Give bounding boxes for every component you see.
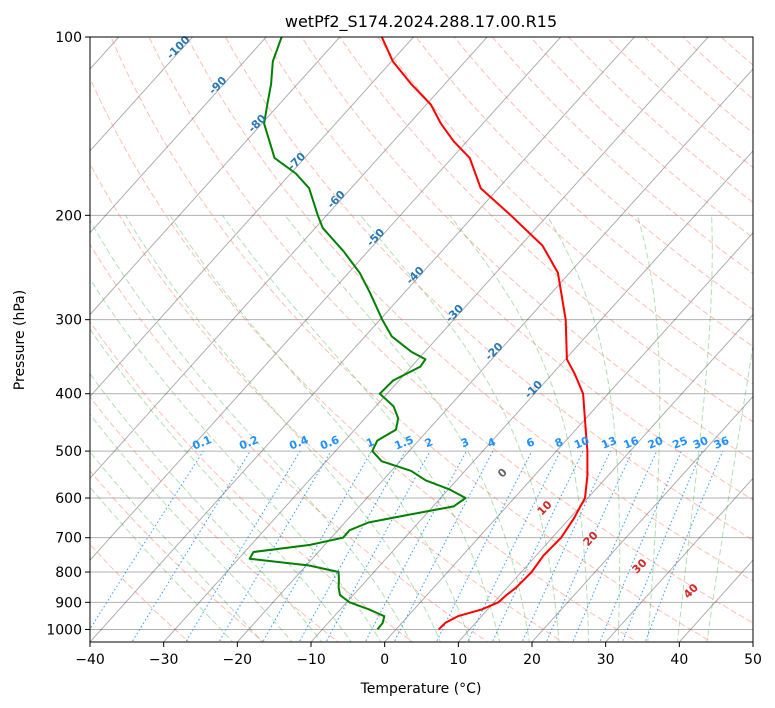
- y-tick-label: 900: [55, 595, 82, 611]
- dry-adiabat-line: [377, 37, 753, 385]
- mixing-ratio-label: 10: [572, 434, 591, 452]
- x-tick-label: −30: [149, 652, 179, 668]
- y-tick-label: 700: [55, 531, 82, 547]
- mixing-ratio-line: [90, 450, 204, 630]
- dry-adiabat-line: [224, 37, 753, 541]
- mixing-ratio-label: 30: [691, 434, 710, 452]
- moist-adiabat-line: [360, 214, 560, 642]
- mixing-ratio-line: [218, 450, 332, 642]
- dewpoint-line: [248, 37, 467, 631]
- y-tick-label: 300: [55, 313, 82, 329]
- moist-adiabat-line: [90, 372, 323, 642]
- plot-frame: [89, 36, 754, 643]
- mixing-ratio-label: 16: [622, 434, 641, 452]
- x-tick-label: −20: [223, 652, 253, 668]
- mixing-ratio-line: [599, 450, 682, 642]
- isotherm-line: [604, 477, 753, 642]
- dry-adiabat-line: [90, 163, 564, 642]
- y-tick-label: 1000: [46, 622, 82, 638]
- dry-adiabat-line: [110, 37, 713, 642]
- mixing-ratio-label: 13: [600, 434, 619, 452]
- mixing-ratio-line: [393, 450, 494, 642]
- moist-adiabat-line: [169, 215, 471, 642]
- mixing-ratio-line: [364, 450, 467, 642]
- x-tick-label: −40: [75, 652, 105, 668]
- moist-adiabat-line: [636, 215, 661, 642]
- y-tick-label: 400: [55, 387, 82, 403]
- temperature-line: [380, 37, 589, 631]
- mixing-ratio-label: 2: [423, 435, 435, 450]
- isotherm-line: [310, 150, 753, 642]
- y-tick-label: 600: [55, 491, 82, 507]
- dry-adiabat-line: [90, 470, 265, 642]
- profile-lines: [248, 37, 589, 631]
- y-tick-label: 500: [55, 444, 82, 460]
- moist-adiabat-line: [676, 215, 713, 642]
- moist-adiabat-line: [90, 219, 412, 642]
- x-tick-label: 40: [670, 652, 688, 668]
- isotherm-line: [90, 37, 341, 316]
- isotherm-line: [90, 37, 636, 642]
- dry-adiabat-line: [186, 37, 753, 582]
- mixing-ratio-label: 1: [364, 435, 376, 450]
- mixing-ratio-line: [644, 450, 724, 642]
- dry-adiabat-line: [90, 396, 340, 642]
- dry-adiabat-line: [415, 37, 753, 348]
- y-tick-label: 200: [55, 208, 82, 224]
- isotherm-line: [457, 313, 753, 642]
- x-tick-label: 0: [380, 652, 389, 668]
- moist-adiabat-line: [90, 486, 234, 642]
- isotherm-line: [90, 37, 194, 152]
- mixing-ratio-line: [131, 450, 251, 642]
- background-lines: [90, 37, 753, 642]
- dry-adiabat-line: [90, 76, 638, 642]
- y-axis-title: Pressure (hPa): [12, 290, 28, 390]
- y-axis: 1000 900 800 700 600 500 400 300 200 100: [46, 30, 90, 638]
- x-axis: −40 −30 −20 −10 0 10 20 30 40 50: [75, 642, 762, 668]
- moist-adiabat-line: [221, 215, 501, 642]
- moist-adiabat-line: [90, 451, 264, 642]
- mixing-ratio-label: 8: [553, 435, 565, 450]
- x-tick-label: 10: [449, 652, 467, 668]
- x-axis-title: Temperature (°C): [360, 681, 482, 697]
- dry-adiabat-line: [90, 243, 489, 642]
- isotherm-line: [162, 37, 709, 642]
- x-tick-label: 30: [597, 652, 615, 668]
- y-tick-label: 100: [55, 30, 82, 46]
- mixing-ratio-label: 25: [671, 434, 690, 452]
- moist-adiabat-line: [546, 215, 621, 642]
- isotherm-line: [90, 37, 267, 234]
- moist-adiabat-line: [90, 413, 293, 642]
- dry-adiabat-line: [148, 37, 753, 624]
- x-tick-label: 50: [744, 652, 762, 668]
- isotherm-line: [531, 395, 753, 642]
- isotherm-line: [90, 37, 562, 561]
- moist-adiabat-line: [90, 328, 352, 642]
- x-tick-label: −10: [296, 652, 326, 668]
- y-tick-label: 800: [55, 565, 82, 581]
- dry-adiabat-line: [301, 37, 753, 462]
- isotherm-line: [90, 37, 488, 480]
- mixing-ratio-label: 36: [712, 434, 731, 452]
- chart-title: wetPf2_S174.2024.288.17.00.R15: [285, 12, 557, 32]
- moist-adiabat-line: [706, 342, 753, 642]
- dry-adiabat-line: [262, 37, 753, 501]
- isotherm-line: [90, 37, 415, 398]
- mixing-ratio-line: [621, 450, 703, 642]
- isotherm-line: [383, 231, 753, 642]
- mixing-ratio-label: 3: [459, 435, 471, 450]
- moist-adiabat-line: [284, 214, 530, 642]
- mixing-ratio-line: [521, 450, 611, 642]
- moist-adiabat-line: [124, 215, 441, 642]
- mixing-ratio-label: 20: [646, 434, 665, 452]
- mixing-ratio-line: [491, 450, 584, 642]
- x-tick-label: 20: [523, 652, 541, 668]
